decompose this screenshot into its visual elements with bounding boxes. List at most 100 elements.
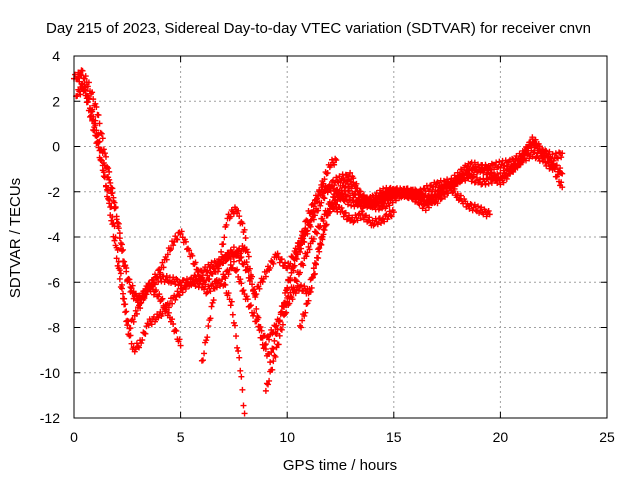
data-point xyxy=(145,322,152,329)
data-point xyxy=(351,203,358,210)
data-point xyxy=(488,160,495,167)
data-point xyxy=(77,91,84,98)
data-point xyxy=(444,179,451,186)
data-point xyxy=(386,202,393,209)
data-point xyxy=(417,197,424,204)
data-point xyxy=(512,160,519,167)
data-point xyxy=(204,267,211,274)
data-point xyxy=(195,272,202,279)
data-point xyxy=(342,209,349,216)
data-point xyxy=(434,200,441,207)
data-point xyxy=(470,171,477,178)
data-point xyxy=(149,276,156,283)
data-point xyxy=(291,262,298,269)
data-point xyxy=(485,166,492,173)
data-point xyxy=(346,212,353,219)
data-point xyxy=(283,309,290,316)
data-point xyxy=(238,254,245,261)
data-point xyxy=(551,166,558,173)
data-point xyxy=(290,267,297,274)
data-point xyxy=(554,155,561,162)
data-point xyxy=(136,344,143,351)
data-point xyxy=(338,187,345,194)
data-point xyxy=(286,276,293,283)
data-point xyxy=(85,79,92,86)
data-point xyxy=(153,287,160,294)
data-point xyxy=(116,275,123,282)
data-point xyxy=(94,132,101,139)
data-point xyxy=(519,155,526,162)
data-point xyxy=(286,300,293,307)
data-point xyxy=(360,216,367,223)
data-point xyxy=(186,247,193,254)
data-point xyxy=(129,282,136,289)
data-point xyxy=(230,258,237,265)
data-point xyxy=(461,175,468,182)
data-point xyxy=(271,337,278,344)
data-point xyxy=(92,100,99,107)
data-point xyxy=(112,242,119,249)
data-point xyxy=(176,336,183,343)
data-point xyxy=(321,176,328,183)
data-point xyxy=(378,219,385,226)
data-point xyxy=(84,83,91,90)
data-point xyxy=(230,244,237,251)
data-point xyxy=(418,190,425,197)
data-point xyxy=(169,300,176,307)
data-point xyxy=(106,168,113,175)
data-point xyxy=(182,285,189,292)
data-point xyxy=(320,217,327,224)
chart-title: Day 215 of 2023, Sidereal Day-to-day VTE… xyxy=(46,20,591,37)
data-point xyxy=(314,230,321,237)
data-point xyxy=(90,116,97,123)
data-point xyxy=(298,282,305,289)
data-point xyxy=(74,92,81,99)
data-point xyxy=(356,188,363,195)
data-point xyxy=(307,209,314,216)
data-point xyxy=(176,278,183,285)
data-point xyxy=(350,175,357,182)
data-point xyxy=(112,203,119,210)
data-point xyxy=(256,285,263,292)
data-point xyxy=(214,268,221,275)
data-point xyxy=(148,321,155,328)
data-point xyxy=(488,169,495,176)
data-point xyxy=(419,205,426,212)
data-point xyxy=(220,241,227,248)
data-point xyxy=(456,179,463,186)
data-point xyxy=(163,256,170,263)
data-point xyxy=(228,298,235,305)
data-point xyxy=(328,201,335,208)
data-point xyxy=(316,245,323,252)
data-point xyxy=(130,318,137,325)
grid-lines xyxy=(74,56,607,418)
data-point xyxy=(379,199,386,206)
data-point xyxy=(173,327,180,334)
data-point xyxy=(482,165,489,172)
data-point xyxy=(172,233,179,240)
data-point xyxy=(440,177,447,184)
data-point xyxy=(172,281,179,288)
data-point xyxy=(116,235,123,242)
data-point xyxy=(296,241,303,248)
x-tick-label: 15 xyxy=(386,429,402,445)
data-point xyxy=(95,139,102,146)
data-point xyxy=(271,352,278,359)
data-point xyxy=(243,246,250,253)
data-point xyxy=(270,345,277,352)
data-point xyxy=(98,157,105,164)
x-tick-label: 20 xyxy=(493,429,509,445)
data-point xyxy=(162,301,169,308)
data-point xyxy=(494,180,501,187)
data-point xyxy=(157,269,164,276)
data-point xyxy=(118,285,125,292)
data-point xyxy=(504,163,511,170)
data-point xyxy=(249,273,256,280)
data-point xyxy=(301,283,308,290)
data-point xyxy=(102,182,109,189)
data-point xyxy=(237,254,244,261)
data-point xyxy=(503,175,510,182)
data-point xyxy=(358,208,365,215)
data-point xyxy=(391,193,398,200)
data-point xyxy=(321,227,328,234)
